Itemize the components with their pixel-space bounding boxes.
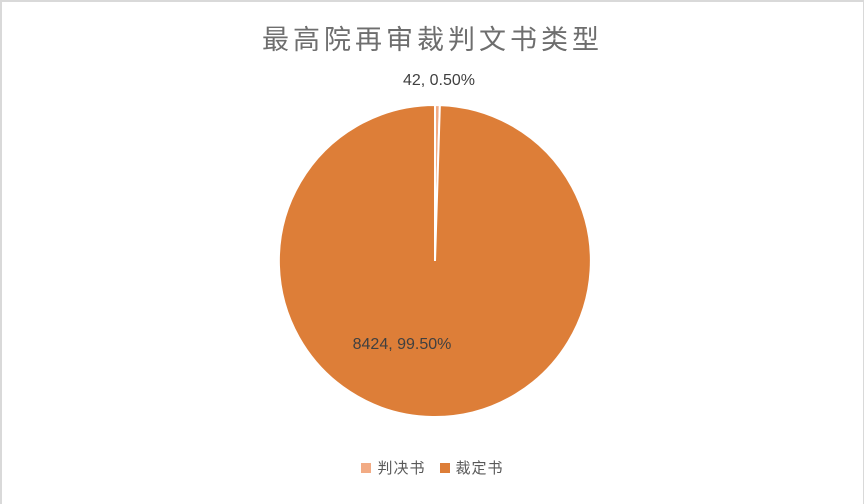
chart-title: 最高院再审裁判文书类型 <box>262 25 603 56</box>
legend-label-panjueshu: 判决书 <box>377 460 426 477</box>
data-label-small-slice: 42, 0.50% <box>402 72 476 89</box>
legend-label-caidingshu: 裁定书 <box>455 460 504 477</box>
pie-slice-裁定书[interactable] <box>277 103 592 418</box>
data-label-large-slice: 8424, 99.50% <box>352 336 452 353</box>
legend-item-panjueshu[interactable]: 判决书 <box>361 457 425 478</box>
legend-item-caidingshu[interactable]: 裁定书 <box>439 457 504 478</box>
legend: 判决书 裁定书 <box>2 457 863 478</box>
legend-swatch-panjueshu <box>361 462 372 473</box>
legend-swatch-caidingshu <box>439 462 450 473</box>
